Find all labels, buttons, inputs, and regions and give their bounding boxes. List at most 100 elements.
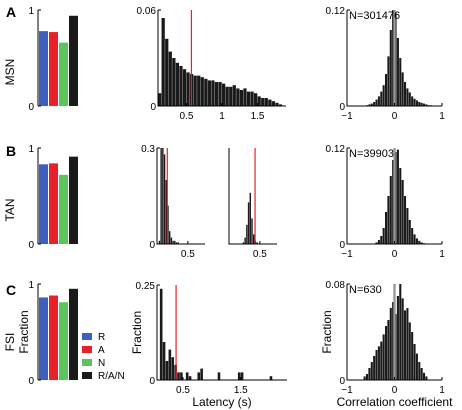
histogram-bar (389, 30, 392, 106)
x-axis-label: Latency (s) (192, 395, 251, 409)
x-tick-label: 0.5 (181, 249, 195, 260)
histogram-bar (418, 240, 421, 244)
histogram-bar (375, 350, 378, 380)
histogram-bar (368, 104, 371, 106)
histogram-bar (172, 58, 176, 106)
histogram-bar (159, 288, 163, 380)
histogram-bar (380, 236, 383, 244)
histogram-bar (257, 96, 261, 106)
histogram-bar (392, 10, 395, 106)
y-ticks (38, 9, 41, 107)
histogram-bar (366, 374, 369, 380)
histogram-bar (185, 372, 189, 380)
histogram-bar (246, 224, 248, 244)
chart-b-lat1: 0.3 0 0.5 (141, 144, 205, 260)
histogram-bar (158, 240, 161, 244)
n-label: N=630 (349, 284, 382, 296)
histogram-bar (217, 372, 221, 380)
y-tick-label: 0 (28, 376, 34, 387)
bar-ra/n (69, 288, 78, 380)
histogram-bar (162, 148, 164, 244)
histogram-bar (420, 368, 423, 380)
y-tick-label: 0.06 (137, 6, 157, 17)
legend-swatch-ran (82, 372, 92, 379)
x-tick-label: 1.5 (234, 385, 248, 396)
histogram-bar (197, 75, 201, 106)
histogram-bar (242, 242, 245, 244)
histogram-bar (411, 96, 414, 106)
chart-a-bar: 10 (28, 6, 78, 113)
chart-c-bar: 1 0 Fraction (17, 280, 78, 387)
histogram-bar (167, 205, 169, 244)
histogram-bar (246, 91, 251, 106)
y-axis-label: Fraction (17, 310, 31, 353)
histogram-bar (171, 357, 175, 380)
panel-letter-b: B (6, 143, 16, 159)
histogram-bar (250, 91, 254, 106)
y-axis-label: Fraction (130, 311, 144, 354)
legend-swatch-n (82, 359, 92, 366)
histogram-bar (396, 38, 399, 106)
histogram-bar (404, 310, 407, 380)
y-tick-label: 0 (149, 240, 155, 251)
y-tick-label: 0 (339, 102, 345, 113)
histogram-bar (420, 242, 423, 244)
legend-swatch-a (82, 346, 92, 353)
histogram-bar (180, 372, 183, 380)
histogram-bar (179, 66, 183, 106)
legend: R A N R/A/N (82, 332, 125, 382)
histogram-bar (251, 218, 253, 244)
histogram-bar (363, 376, 366, 380)
chart-a-lat: 0.06 0 0.5 1 1.5 (137, 6, 286, 122)
histogram-bar (211, 80, 215, 106)
axes (156, 148, 205, 245)
histogram-bar (240, 372, 244, 380)
bar-a (49, 32, 58, 106)
histogram-bar (186, 72, 190, 106)
histogram-bar (254, 93, 258, 106)
histogram-bar (385, 74, 388, 106)
histogram-bar (406, 208, 409, 244)
bar-ra/n (69, 156, 78, 244)
histogram-bar (218, 82, 222, 106)
y-tick-label: 0 (28, 240, 34, 251)
histogram-bar (163, 154, 166, 244)
histogram-bar (237, 372, 241, 380)
legend-label-ran: R/A/N (98, 371, 125, 382)
histogram-bar (387, 56, 390, 106)
panel-letter-c: C (6, 282, 16, 298)
histogram-bar (420, 102, 423, 106)
histogram-bar (385, 326, 388, 380)
histogram-bar (165, 361, 169, 380)
legend-label-a: A (98, 345, 105, 356)
histogram-bar (404, 196, 407, 244)
histogram-bar (413, 234, 416, 244)
histogram-bar (268, 99, 272, 106)
bar-ra/n (69, 15, 78, 106)
histogram-bar (399, 284, 402, 380)
y-tick-label: 1 (28, 6, 34, 17)
histogram-bar (271, 101, 276, 106)
histogram-bar (413, 98, 416, 106)
y-ticks (38, 147, 41, 245)
histogram-bar (382, 85, 385, 106)
histogram-bar (418, 362, 421, 380)
histogram-bar (161, 18, 165, 106)
y-tick-label: 0 (150, 102, 156, 113)
histogram-bar (389, 308, 392, 380)
chart-b-lat2: 0.5 (228, 148, 277, 260)
histogram-bar (380, 91, 383, 106)
histogram-bar (177, 372, 180, 380)
x-tick-label: 1 (439, 249, 445, 260)
histogram-bar (375, 242, 378, 244)
y-tick-label: 0.12 (326, 6, 346, 17)
histogram-bar (406, 88, 409, 106)
x-tick-label: 1.5 (251, 111, 265, 122)
y-tick-label: 0.12 (326, 144, 346, 155)
x-tick-label: 0.5 (179, 111, 193, 122)
histogram-bar (411, 228, 414, 244)
x-tick-label: 0.5 (253, 249, 267, 260)
histogram-bar (408, 92, 411, 106)
histogram-bar (168, 51, 172, 106)
y-tick-label: 0 (28, 102, 34, 113)
